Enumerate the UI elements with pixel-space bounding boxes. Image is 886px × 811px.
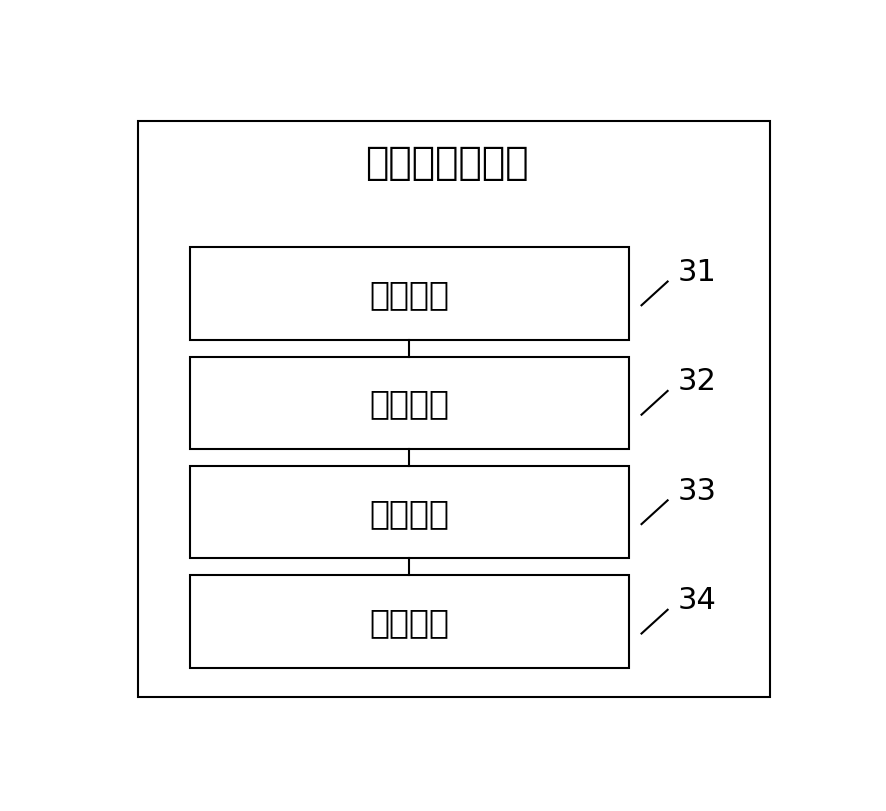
Text: 32: 32 — [678, 367, 717, 396]
Bar — [190, 248, 629, 341]
Bar — [190, 466, 629, 559]
Bar — [190, 576, 629, 668]
Text: 33: 33 — [678, 476, 717, 505]
Text: 选取单元: 选取单元 — [369, 387, 449, 420]
Text: 构建单元: 构建单元 — [369, 496, 449, 529]
Text: 自动化排牙装置: 自动化排牙装置 — [365, 144, 529, 182]
Text: 31: 31 — [678, 258, 717, 286]
Text: 获取单元: 获取单元 — [369, 277, 449, 311]
Text: 移动单元: 移动单元 — [369, 605, 449, 638]
Bar — [190, 357, 629, 449]
Text: 34: 34 — [678, 586, 717, 615]
